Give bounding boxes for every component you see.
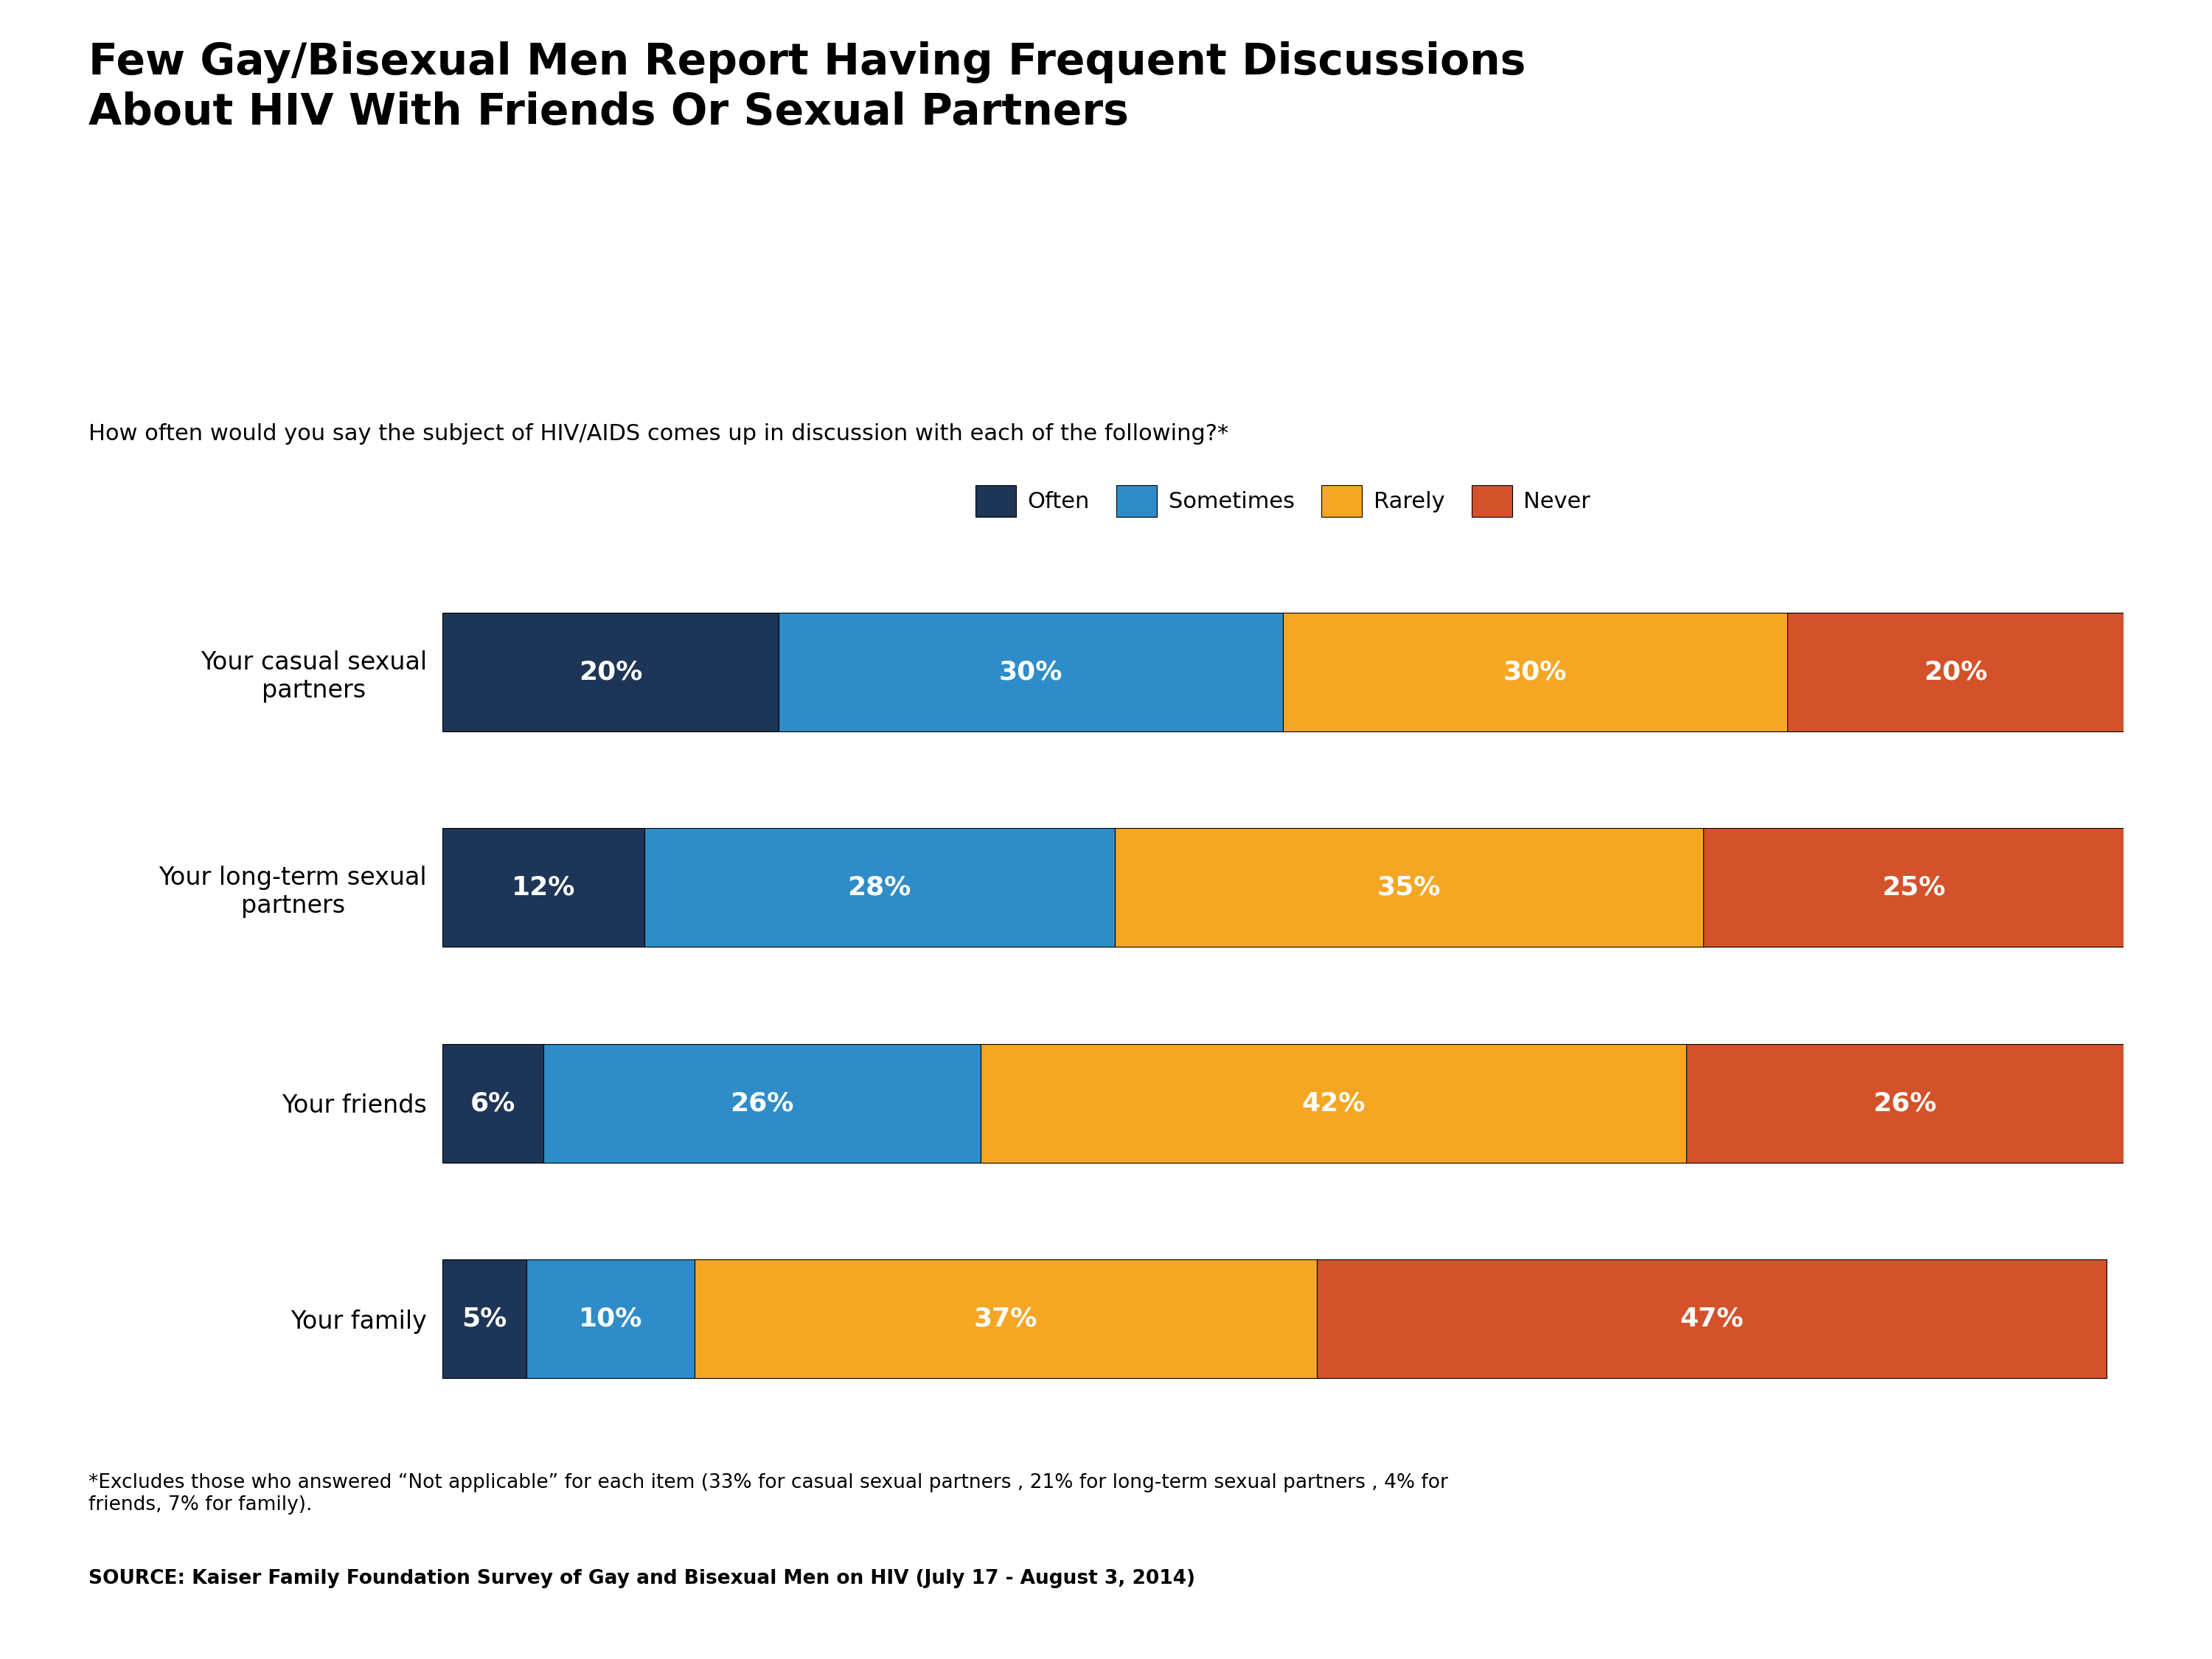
Text: 42%: 42% [1301, 1090, 1365, 1117]
Bar [442, 612, 779, 732]
Text: 10%: 10% [580, 1306, 641, 1332]
Text: 30%: 30% [1000, 659, 1062, 685]
Bar [1316, 1259, 2106, 1379]
Text: 6%: 6% [471, 1090, 515, 1117]
Text: 26%: 26% [1874, 1090, 1938, 1117]
Text: How often would you say the subject of HIV/AIDS comes up in discussion with each: How often would you say the subject of H… [88, 423, 1228, 445]
Text: 5%: 5% [462, 1306, 507, 1332]
Bar [442, 1259, 526, 1379]
Bar [1703, 828, 2124, 947]
Text: 25%: 25% [1882, 874, 1944, 901]
Bar [980, 1044, 1686, 1163]
Text: 12%: 12% [511, 874, 575, 901]
Legend: Often, Sometimes, Rarely, Never: Often, Sometimes, Rarely, Never [967, 476, 1599, 526]
Text: 35%: 35% [1378, 874, 1440, 901]
Text: *Excludes those who answered “Not applicable” for each item (33% for casual sexu: *Excludes those who answered “Not applic… [88, 1473, 1449, 1515]
Bar [644, 828, 1115, 947]
Bar [1787, 612, 2124, 732]
Bar [1115, 828, 1703, 947]
Bar [695, 1259, 1316, 1379]
Bar [526, 1259, 695, 1379]
Text: 20%: 20% [580, 659, 641, 685]
Text: FAMILY: FAMILY [1991, 1584, 2046, 1599]
Text: FOUNDATION: FOUNDATION [1980, 1616, 2057, 1626]
Text: 28%: 28% [847, 874, 911, 901]
Bar [779, 612, 1283, 732]
Text: 30%: 30% [1504, 659, 1566, 685]
Text: 26%: 26% [730, 1090, 794, 1117]
Text: THE HENRY J.: THE HENRY J. [1980, 1525, 2057, 1535]
Bar [442, 1044, 544, 1163]
Text: Few Gay/Bisexual Men Report Having Frequent Discussions
About HIV With Friends O: Few Gay/Bisexual Men Report Having Frequ… [88, 41, 1526, 134]
Bar [544, 1044, 980, 1163]
Text: 20%: 20% [1924, 659, 1986, 685]
Text: SOURCE: Kaiser Family Foundation Survey of Gay and Bisexual Men on HIV (July 17 : SOURCE: Kaiser Family Foundation Survey … [88, 1569, 1194, 1589]
Bar [442, 828, 644, 947]
Bar [1686, 1044, 2124, 1163]
Bar [1283, 612, 1787, 732]
Text: 37%: 37% [973, 1306, 1037, 1332]
Text: KAISER: KAISER [1989, 1554, 2048, 1569]
Text: 47%: 47% [1679, 1306, 1743, 1332]
